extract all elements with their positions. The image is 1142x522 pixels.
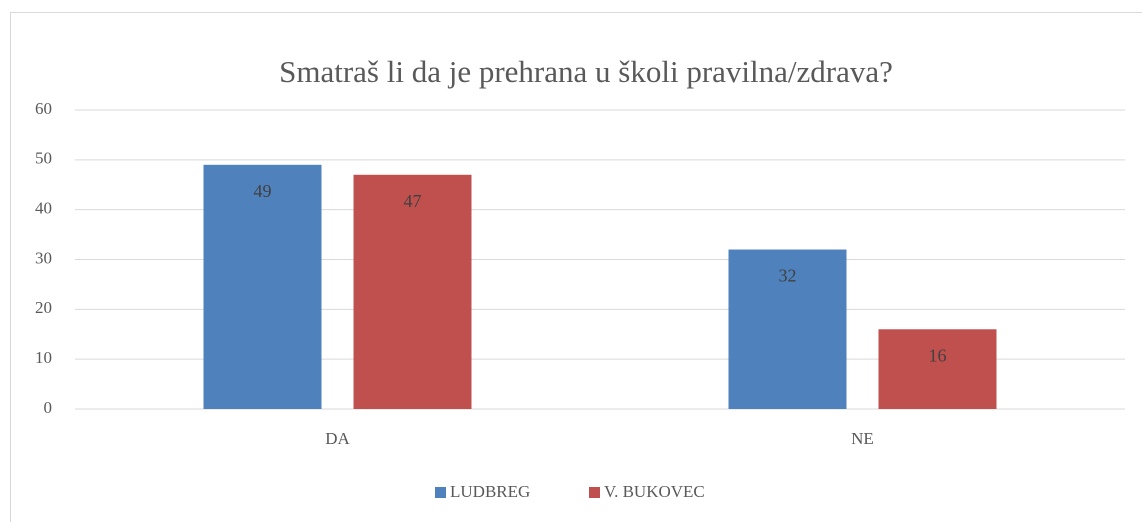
- bar: [728, 249, 847, 409]
- chart-border: [10, 12, 1142, 522]
- legend-label: V. BUKOVEC: [604, 482, 705, 501]
- bar: [353, 174, 472, 409]
- bar: [878, 329, 997, 409]
- data-label: 32: [779, 266, 797, 286]
- y-tick-label: 20: [35, 298, 52, 317]
- y-tick-label: 0: [44, 398, 53, 417]
- x-tick-label: DA: [325, 429, 350, 448]
- y-tick-label: 30: [35, 248, 52, 267]
- y-tick-label: 40: [35, 199, 52, 218]
- y-tick-label: 10: [35, 348, 52, 367]
- data-label: 47: [404, 191, 422, 211]
- bar: [203, 164, 322, 409]
- chart-title: Smatraš li da je prehrana u školi pravil…: [279, 54, 893, 89]
- legend-swatch: [589, 487, 600, 498]
- y-tick-label: 50: [35, 149, 52, 168]
- y-tick-label: 60: [35, 99, 52, 118]
- data-label: 16: [929, 345, 947, 365]
- legend-swatch: [435, 487, 446, 498]
- data-label: 49: [254, 181, 272, 201]
- x-tick-label: NE: [851, 429, 874, 448]
- legend-label: LUDBREG: [450, 482, 530, 501]
